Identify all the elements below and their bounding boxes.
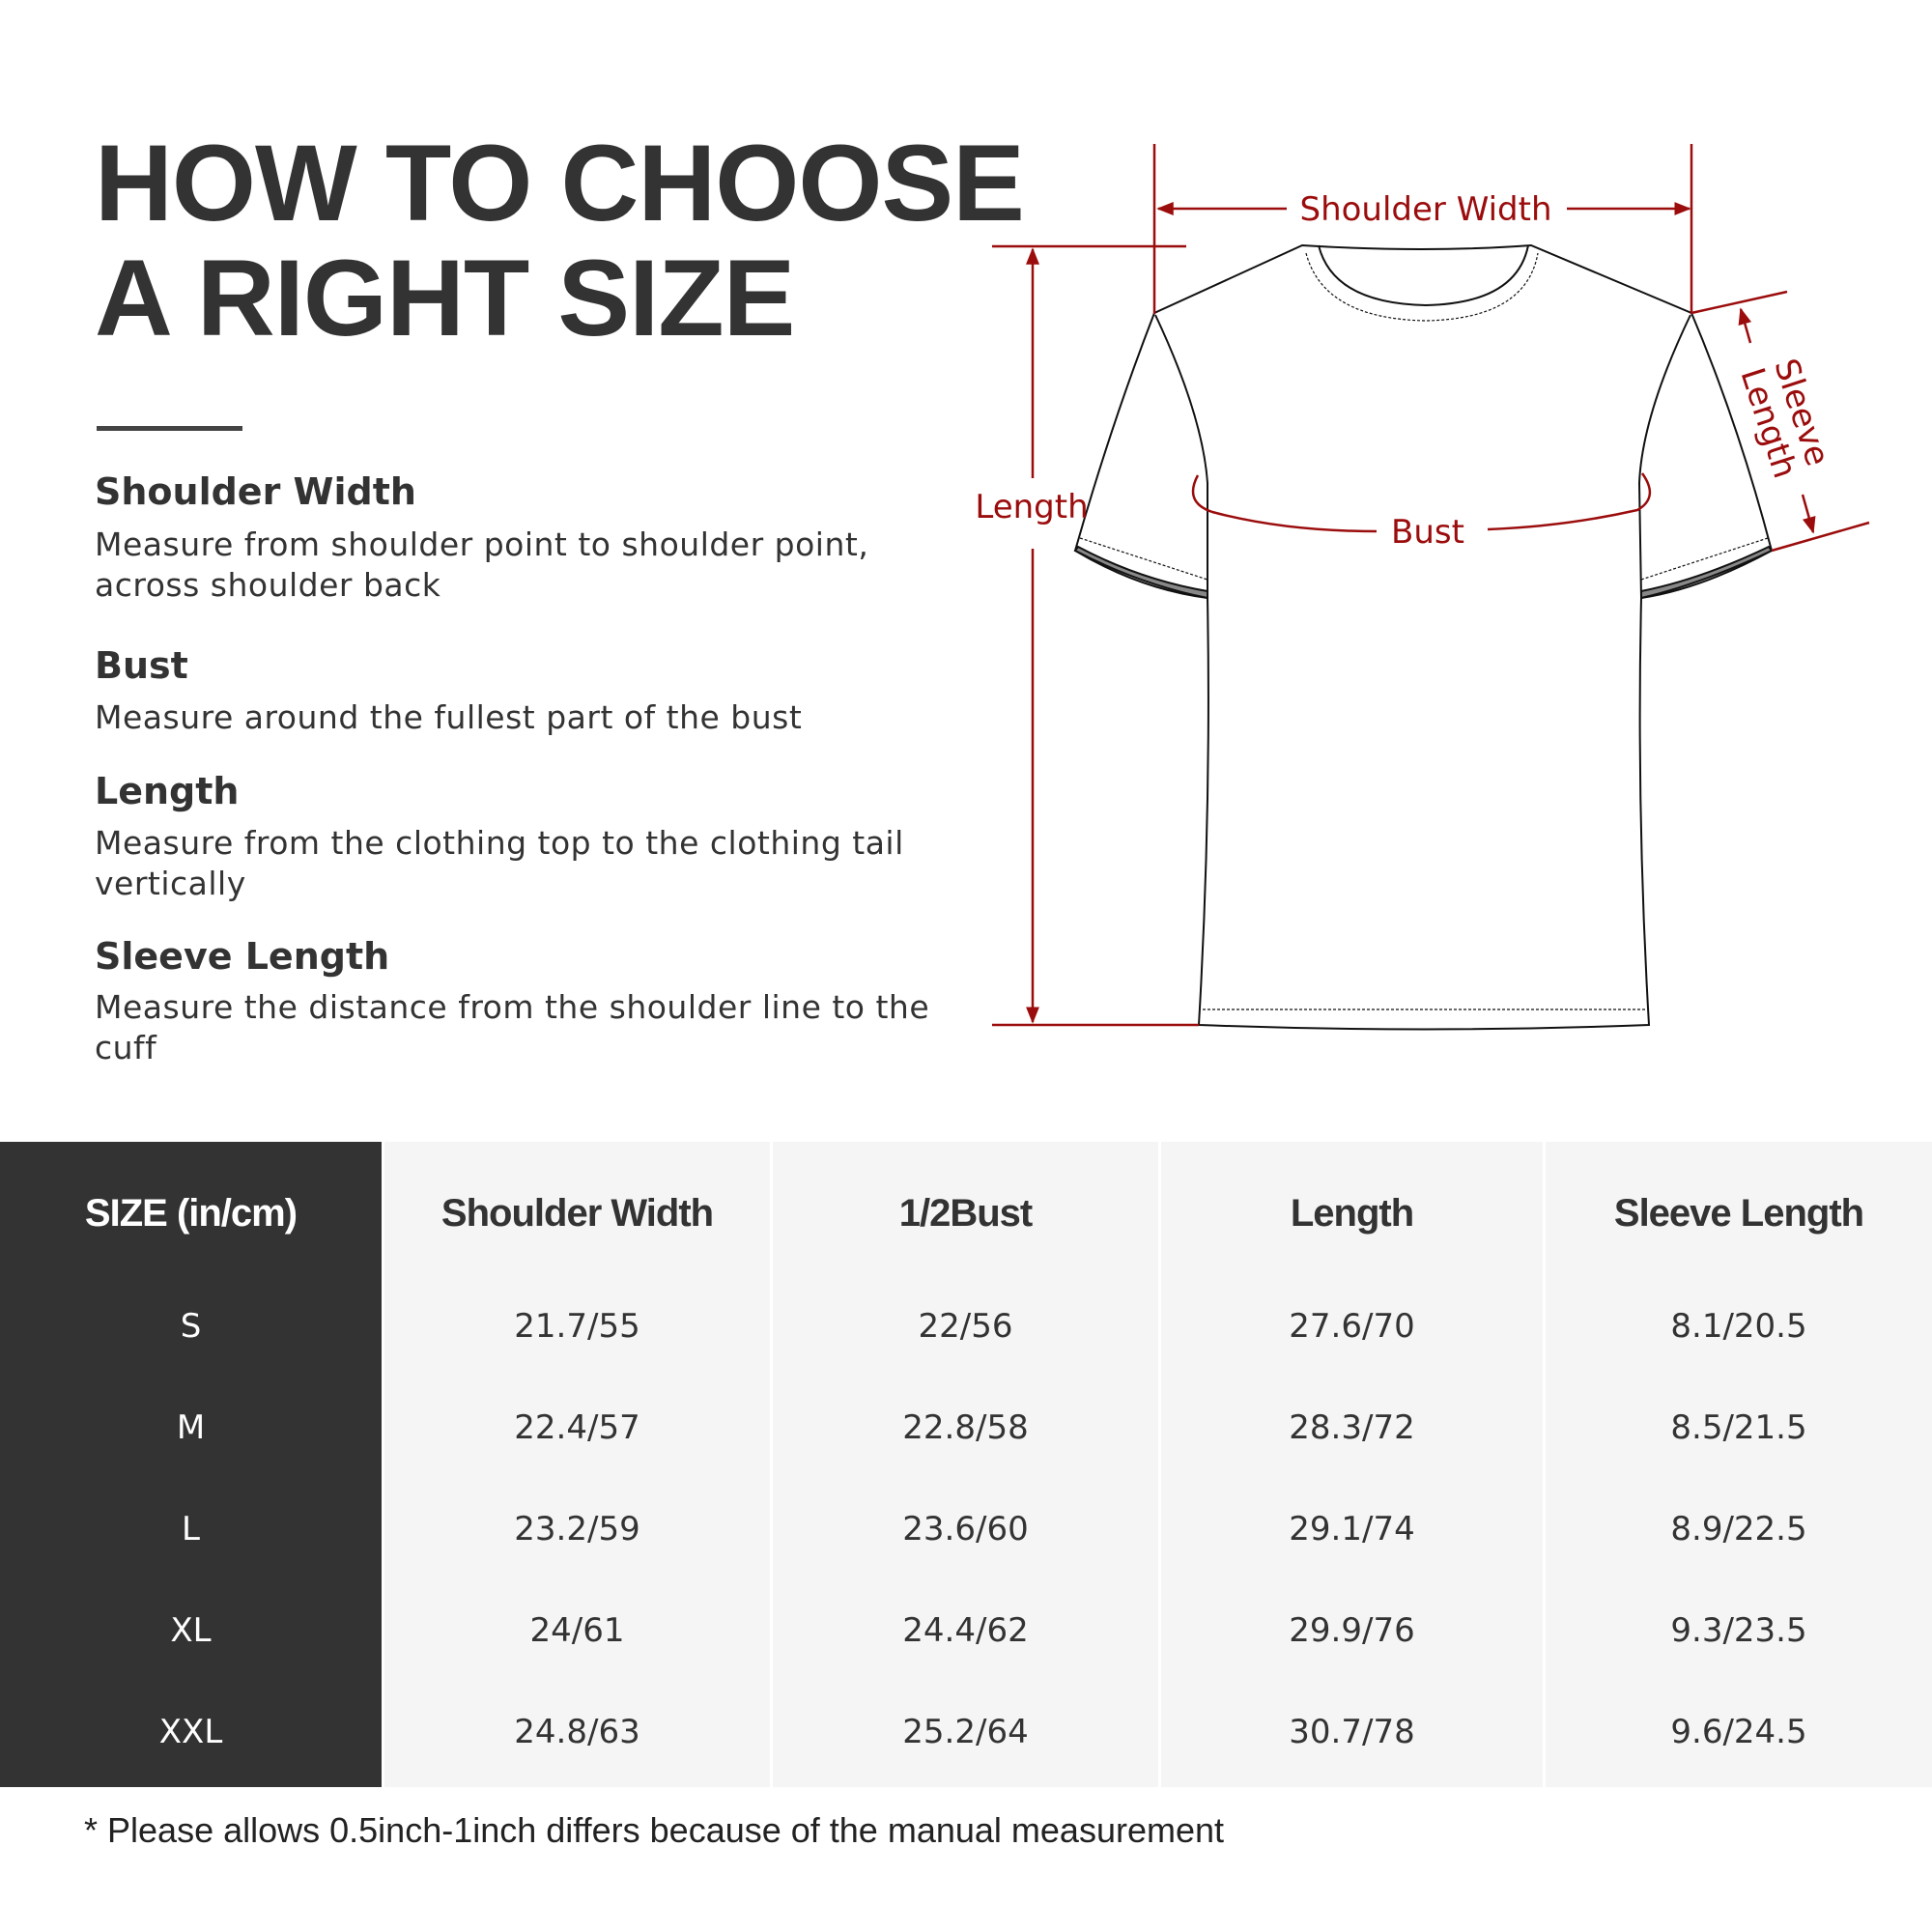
guide-desc-length: Measure from the clothing top to the clo… bbox=[95, 824, 904, 902]
table-cell: 28.3/72 bbox=[1289, 1407, 1415, 1447]
size-column: SIZE (in/cm) S M L XL XXL bbox=[0, 1142, 382, 1787]
measure-column: Sleeve Length 8.1/20.5 8.5/21.5 8.9/22.5 9.3… bbox=[1543, 1142, 1932, 1787]
guide-heading-sleeve: Sleeve Length bbox=[95, 935, 390, 978]
size-label: XXL bbox=[158, 1712, 223, 1751]
label-bust: Bust bbox=[1391, 513, 1464, 552]
table-cell: 9.6/24.5 bbox=[1670, 1712, 1807, 1751]
measure-column: Length 27.6/70 28.3/72 29.1/74 29.9/76 30.7/7… bbox=[1158, 1142, 1543, 1787]
guide-desc-sleeve: Measure the distance from the shoulder l… bbox=[95, 988, 930, 1066]
table-cell: 8.1/20.5 bbox=[1670, 1306, 1807, 1346]
tshirt-outline bbox=[1073, 243, 1774, 1031]
table-cell: 30.7/78 bbox=[1289, 1712, 1415, 1751]
table-cell: 22/56 bbox=[918, 1306, 1013, 1346]
guide-desc-bust: Measure around the fullest part of the b… bbox=[95, 698, 803, 736]
table-cell: 8.9/22.5 bbox=[1670, 1509, 1807, 1548]
size-label: L bbox=[182, 1509, 200, 1548]
table-cell: 27.6/70 bbox=[1289, 1306, 1415, 1346]
guide-heading-shoulder: Shoulder Width bbox=[95, 470, 416, 513]
label-length: Length bbox=[975, 488, 1088, 526]
measure-column: 1/2Bust 22/56 22.8/58 23.6/60 24.4/62 25.2/64 bbox=[770, 1142, 1158, 1787]
column-header: Sleeve Length bbox=[1613, 1191, 1864, 1235]
table-cell: 22.4/57 bbox=[514, 1407, 640, 1447]
table-cell: 22.8/58 bbox=[902, 1407, 1029, 1447]
column-header: SIZE (in/cm) bbox=[84, 1191, 298, 1235]
column-header: 1/2Bust bbox=[898, 1191, 1034, 1235]
guide-heading-bust: Bust bbox=[95, 644, 188, 687]
table-cell: 24.4/62 bbox=[902, 1610, 1029, 1650]
column-header: Length bbox=[1290, 1191, 1414, 1235]
title-line-2: A RIGHT SIZE bbox=[95, 238, 795, 358]
table-cell: 25.2/64 bbox=[902, 1712, 1029, 1751]
table-cell: 21.7/55 bbox=[514, 1306, 640, 1346]
title-line-1: HOW TO CHOOSE bbox=[95, 123, 1025, 243]
table-cell: 29.9/76 bbox=[1289, 1610, 1415, 1650]
size-label: S bbox=[180, 1306, 202, 1346]
table-cell: 9.3/23.5 bbox=[1670, 1610, 1807, 1650]
label-shoulder-width: Shoulder Width bbox=[1300, 190, 1552, 229]
table-cell: 24/61 bbox=[529, 1610, 625, 1650]
guide-desc-shoulder: Measure from shoulder point to shoulder … bbox=[95, 526, 869, 604]
footnote: * Please allows 0.5inch-1inch differs be… bbox=[84, 1810, 1225, 1850]
table-cell: 29.1/74 bbox=[1289, 1509, 1415, 1548]
size-label: XL bbox=[170, 1610, 212, 1650]
table-cell: 8.5/21.5 bbox=[1670, 1407, 1807, 1447]
table-cell: 23.2/59 bbox=[514, 1509, 640, 1548]
size-table: SIZE (in/cm) S M L XL XXL Shoulder Width 21.7/5… bbox=[0, 1142, 1932, 1787]
measure-lines bbox=[992, 144, 1870, 1027]
column-header: Shoulder Width bbox=[440, 1191, 714, 1235]
table-cell: 23.6/60 bbox=[902, 1509, 1029, 1548]
size-label: M bbox=[176, 1407, 206, 1447]
divider bbox=[97, 426, 242, 431]
table-cell: 24.8/63 bbox=[514, 1712, 640, 1751]
guide-heading-length: Length bbox=[95, 770, 240, 812]
tshirt-diagram: Shoulder Width Length Bust Sleeve Length bbox=[975, 144, 1870, 1031]
measure-column: Shoulder Width 21.7/55 22.4/57 23.2/59 24/61… bbox=[382, 1142, 770, 1787]
